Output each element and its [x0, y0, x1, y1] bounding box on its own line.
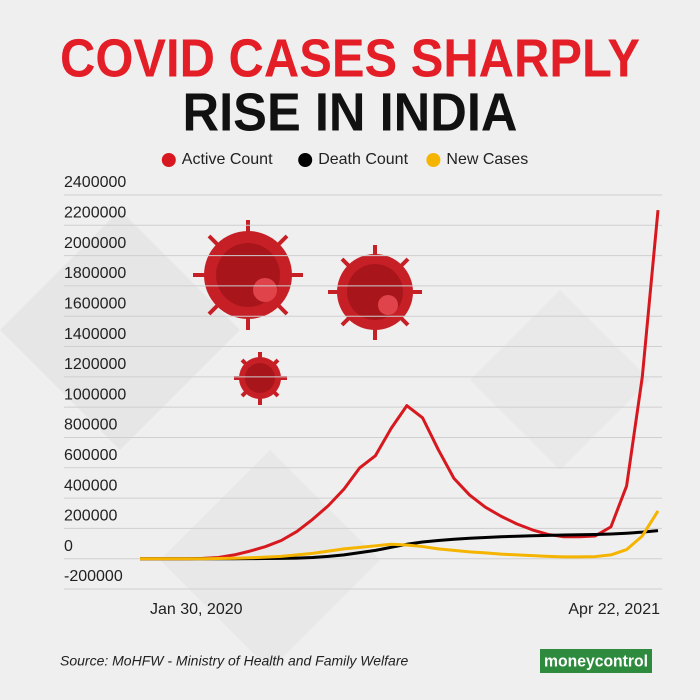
- y-tick-label: 1200000: [64, 356, 126, 373]
- y-tick-label: 0: [64, 538, 73, 555]
- x-tick-label: Jan 30, 2020: [150, 601, 243, 618]
- legend-marker: [426, 153, 441, 167]
- legend-marker: [298, 153, 313, 167]
- chart-subtitle: RISE IN INDIA: [183, 82, 518, 142]
- decor: [160, 450, 380, 670]
- brand-logo: [540, 649, 652, 673]
- y-tick-label: 2200000: [64, 205, 126, 222]
- legend-label: New Cases: [446, 151, 528, 168]
- chart-title: COVID CASES SHARPLY: [60, 28, 640, 88]
- decor: [470, 290, 650, 470]
- source: Source: MoHFW - Ministry of Health and F…: [60, 653, 408, 669]
- y-tick-label: 2400000: [64, 174, 126, 191]
- line-series: [140, 510, 660, 561]
- virus-icons: [193, 220, 422, 405]
- decor: [0, 210, 240, 450]
- y-tick-label: 400000: [64, 477, 117, 494]
- legend-marker: [161, 153, 176, 167]
- legend-label: Death Count: [318, 151, 408, 168]
- y-tick-label: 1400000: [64, 326, 126, 343]
- line-series: [140, 210, 660, 561]
- y-tick-label: 1600000: [64, 295, 126, 312]
- brand: moneycontrol: [544, 651, 648, 670]
- y-tick-label: 800000: [64, 417, 117, 434]
- y-tick-label: 600000: [64, 447, 117, 464]
- legend-label: Active Count: [182, 151, 273, 168]
- y-tick-label: 1000000: [64, 386, 126, 403]
- y-tick-label: 1800000: [64, 265, 126, 282]
- y-tick-label: 2000000: [64, 235, 126, 252]
- y-tick-label: 200000: [64, 508, 117, 525]
- y-tick-label: -200000: [64, 568, 123, 585]
- x-tick-label: Apr 22, 2021: [568, 601, 660, 618]
